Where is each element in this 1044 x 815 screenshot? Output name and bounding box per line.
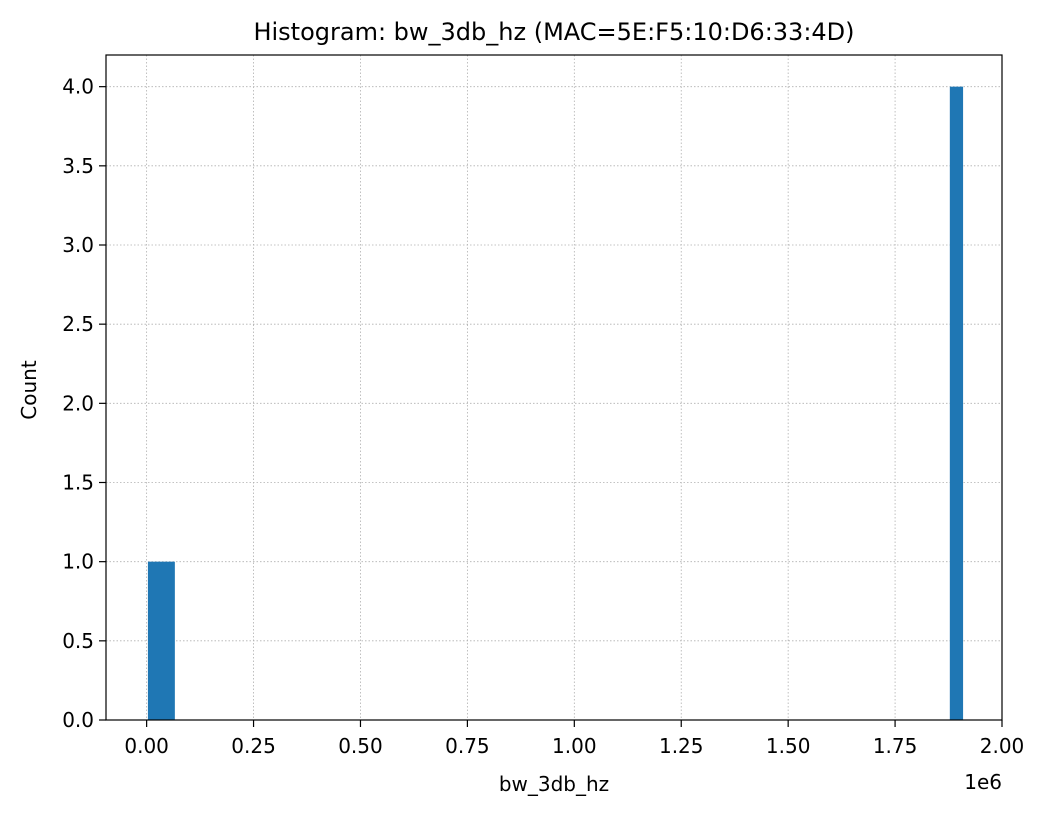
x-tick-label: 0.00 — [124, 734, 169, 758]
chart-title: Histogram: bw_3db_hz (MAC=5E:F5:10:D6:33… — [253, 18, 854, 46]
y-tick-label: 0.0 — [62, 708, 94, 732]
y-tick-label: 0.5 — [62, 629, 94, 653]
y-tick-label: 4.0 — [62, 75, 94, 99]
histogram-bar — [147, 561, 175, 720]
plot-frame — [105, 54, 1003, 721]
histogram-bar — [949, 86, 964, 720]
y-axis-label: Count — [17, 360, 41, 420]
y-tick-label: 3.5 — [62, 154, 94, 178]
y-tick-label: 3.0 — [62, 233, 94, 257]
x-tick-label: 0.75 — [445, 734, 490, 758]
y-tick-label: 1.5 — [62, 471, 94, 495]
grid — [106, 55, 1003, 721]
x-tick-label: 0.50 — [338, 734, 383, 758]
y-tick-label: 1.0 — [62, 550, 94, 574]
x-axis-offset-label: 1e6 — [964, 770, 1002, 794]
x-tick-label: 1.75 — [873, 734, 918, 758]
y-tick-label: 2.5 — [62, 312, 94, 336]
x-tick-label: 1.00 — [552, 734, 597, 758]
x-tick-label: 1.50 — [766, 734, 811, 758]
bars — [147, 86, 964, 720]
y-tick-label: 2.0 — [62, 391, 94, 415]
x-axis-label: bw_3db_hz — [499, 772, 609, 796]
x-tick-label: 1.25 — [659, 734, 704, 758]
x-tick-label: 0.25 — [231, 734, 276, 758]
axis-ticks: 0.00 0.25 0.50 0.75 1.00 1.25 1.50 1.75 2.00 0.0 0… — [62, 75, 1024, 758]
x-tick-label: 2.00 — [980, 734, 1025, 758]
